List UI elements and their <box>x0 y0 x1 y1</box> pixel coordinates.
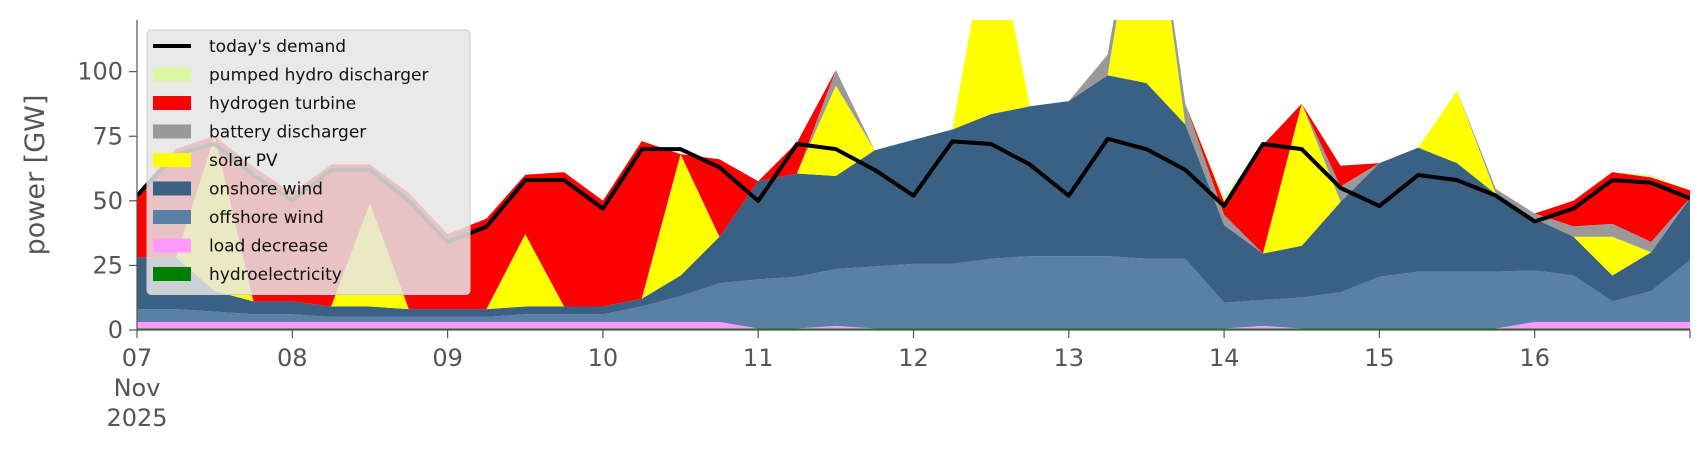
legend-box <box>146 29 471 295</box>
y-tick-label: 100 <box>77 58 123 86</box>
legend-label-pumped-hydro-discharger: pumped hydro discharger <box>209 66 428 86</box>
x-tick-label: 10 <box>588 344 619 372</box>
legend-label-solar-pv: solar PV <box>209 151 278 171</box>
y-axis-label: power [GW] <box>20 95 51 256</box>
x-tick-label: 15 <box>1364 344 1395 372</box>
x-tick-label: 13 <box>1054 344 1085 372</box>
legend-label-load-decrease: load decrease <box>209 237 328 257</box>
area-offshore-wind <box>137 256 1690 329</box>
x-tick-label: 07 <box>122 344 153 372</box>
x-tick-label: 12 <box>898 344 929 372</box>
x-tick-sublabel-year: 2025 <box>106 404 167 432</box>
legend-label-offshore-wind: offshore wind <box>209 208 324 228</box>
x-tick-label: 08 <box>277 344 308 372</box>
x-tick-label: 09 <box>432 344 463 372</box>
x-tick-label: 11 <box>743 344 774 372</box>
area-load-decrease <box>137 321 1690 329</box>
y-tick-label: 0 <box>108 316 123 344</box>
legend-label-hydroelectricity: hydroelectricity <box>209 265 342 285</box>
y-tick-label: 25 <box>92 251 123 279</box>
legend-swatch-hydrogen-turbine <box>153 96 191 110</box>
x-tick-sublabel-month: Nov <box>114 374 161 402</box>
legend-swatch-offshore-wind <box>153 210 191 224</box>
area-solar-pv <box>137 20 1690 310</box>
x-tick-label: 16 <box>1519 344 1550 372</box>
x-tick-label: 14 <box>1209 344 1240 372</box>
legend-swatch-battery-discharger <box>153 124 191 139</box>
legend-swatch-load-decrease <box>153 238 191 253</box>
legend-label-hydrogen-turbine: hydrogen turbine <box>209 94 356 114</box>
legend: today's demand pumped hydro discharger hyd… <box>146 29 471 295</box>
legend-swatch-solar-pv <box>153 153 191 167</box>
legend-label-today-s-demand: today's demand <box>209 37 346 57</box>
y-tick-label: 75 <box>92 122 123 150</box>
legend-swatch-hydroelectricity <box>153 267 191 281</box>
legend-label-battery-discharger: battery discharger <box>209 123 366 143</box>
legend-swatch-pumped-hydro-discharger <box>153 67 191 82</box>
legend-label-onshore-wind: onshore wind <box>209 180 323 200</box>
y-tick-label: 50 <box>92 187 123 215</box>
legend-swatch-onshore-wind <box>153 181 191 196</box>
